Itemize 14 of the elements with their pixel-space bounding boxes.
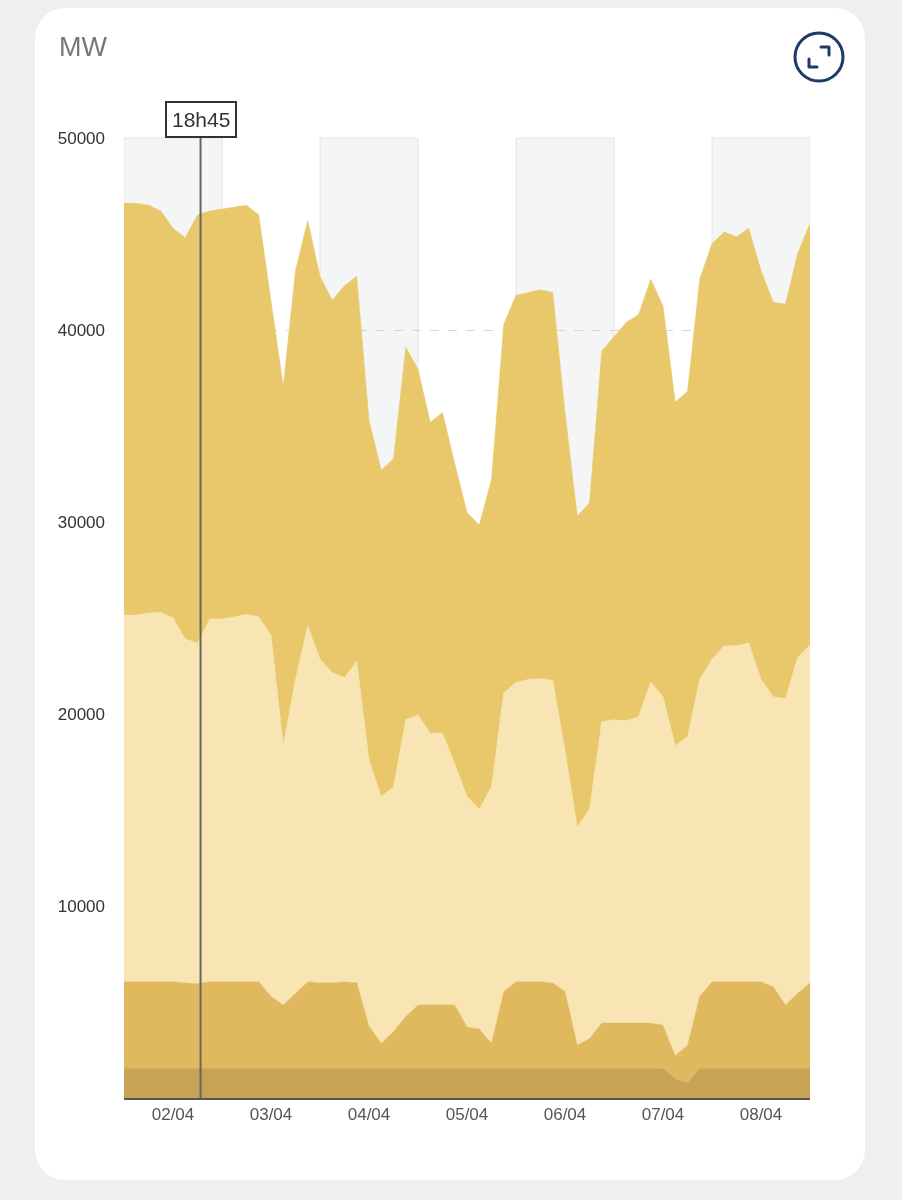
y-axis-title: MW (59, 32, 108, 62)
ref-line-label: 18h45 (172, 108, 231, 131)
y-tick-label: 20000 (57, 704, 105, 724)
x-tick-label: 06/04 (543, 1105, 587, 1125)
y-tick-label: 40000 (57, 320, 105, 340)
y-tick-label: 30000 (57, 512, 105, 532)
x-tick-label: 08/04 (739, 1105, 783, 1125)
x-tick-label: 04/04 (347, 1105, 391, 1125)
x-tick-label: 02/04 (151, 1105, 195, 1125)
x-tick-label: 03/04 (249, 1105, 293, 1125)
y-tick-label: 10000 (57, 896, 105, 916)
y-tick-label: 50000 (57, 128, 105, 148)
x-tick-label: 07/04 (641, 1105, 685, 1125)
x-tick-label: 05/04 (445, 1105, 489, 1125)
